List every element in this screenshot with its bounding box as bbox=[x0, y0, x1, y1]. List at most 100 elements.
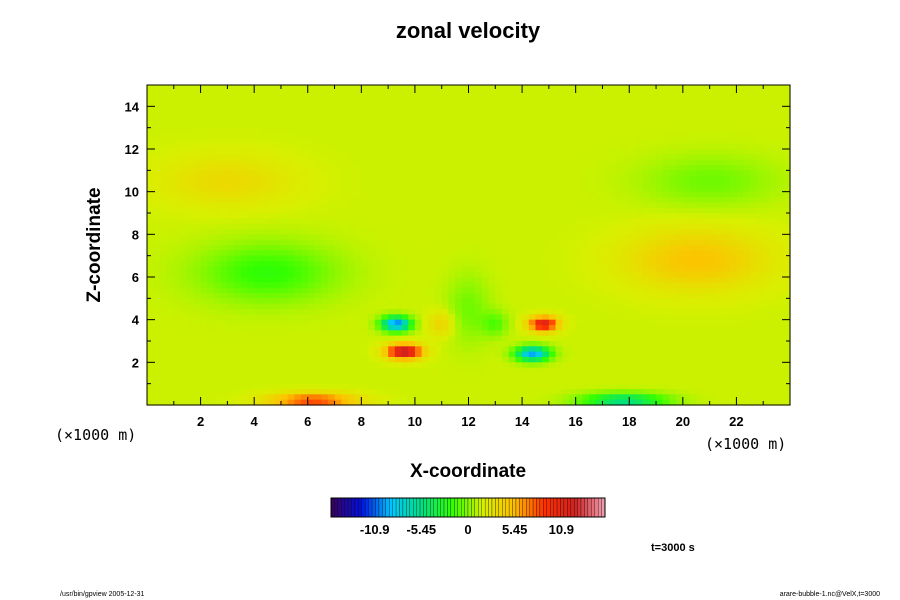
heatmap-cell bbox=[347, 346, 356, 353]
heatmap-cell bbox=[361, 101, 369, 107]
heatmap-cell bbox=[696, 330, 704, 337]
heatmap-cell bbox=[716, 186, 724, 193]
heatmap-cell bbox=[147, 341, 155, 347]
heatmap-cell bbox=[267, 303, 275, 310]
heatmap-cell bbox=[682, 186, 691, 193]
heatmap-cell bbox=[468, 298, 476, 305]
heatmap-cell bbox=[193, 90, 202, 97]
heatmap-cell bbox=[749, 149, 758, 155]
heatmap-cell bbox=[642, 261, 650, 267]
heatmap-cell bbox=[723, 154, 731, 161]
heatmap-cell bbox=[240, 149, 249, 155]
heatmap-cell bbox=[374, 223, 383, 230]
heatmap-cell bbox=[729, 218, 738, 225]
heatmap-cell bbox=[501, 181, 510, 187]
heatmap-cell bbox=[388, 239, 396, 246]
heatmap-cell bbox=[595, 341, 604, 347]
heatmap-cell bbox=[421, 271, 429, 278]
heatmap-cell bbox=[448, 282, 456, 289]
heatmap-cell bbox=[515, 293, 523, 299]
heatmap-cell bbox=[301, 293, 309, 299]
heatmap-cell bbox=[495, 213, 503, 219]
heatmap-cell bbox=[682, 223, 691, 230]
heatmap-cell bbox=[475, 170, 483, 177]
heatmap-cell bbox=[180, 95, 188, 102]
heatmap-cell bbox=[649, 266, 657, 273]
heatmap-cell bbox=[589, 346, 597, 353]
heatmap-cell bbox=[187, 277, 195, 283]
heatmap-cell bbox=[542, 85, 550, 91]
heatmap-cell bbox=[207, 207, 215, 214]
heatmap-cell bbox=[702, 287, 711, 294]
heatmap-cell bbox=[461, 314, 470, 321]
heatmap-cell bbox=[622, 223, 630, 230]
heatmap-cell bbox=[696, 309, 704, 315]
heatmap-cell bbox=[394, 229, 403, 235]
heatmap-cell bbox=[341, 175, 349, 182]
heatmap-cell bbox=[528, 85, 537, 91]
heatmap-cell bbox=[669, 234, 677, 241]
heatmap-cell bbox=[274, 223, 282, 230]
heatmap-cell bbox=[528, 154, 537, 161]
heatmap-cell bbox=[589, 250, 597, 257]
heatmap-cell bbox=[307, 271, 316, 278]
heatmap-cell bbox=[307, 85, 316, 91]
heatmap-cell bbox=[388, 218, 396, 225]
heatmap-cell bbox=[682, 191, 691, 198]
heatmap-cell bbox=[555, 202, 563, 209]
heatmap-cell bbox=[562, 250, 570, 257]
heatmap-cell bbox=[756, 191, 764, 198]
heatmap-cell bbox=[200, 303, 208, 310]
heatmap-cell bbox=[723, 186, 731, 193]
heatmap-cell bbox=[374, 122, 383, 129]
heatmap-cell bbox=[528, 351, 537, 358]
heatmap-cell bbox=[475, 229, 483, 235]
heatmap-cell bbox=[414, 287, 423, 294]
heatmap-cell bbox=[615, 255, 624, 262]
heatmap-cell bbox=[575, 127, 583, 134]
heatmap-cell bbox=[649, 149, 657, 155]
heatmap-cell bbox=[589, 277, 597, 283]
heatmap-cell bbox=[240, 357, 249, 363]
heatmap-cell bbox=[515, 197, 523, 203]
heatmap-cell bbox=[783, 346, 791, 353]
heatmap-cell bbox=[562, 346, 570, 353]
heatmap-cell bbox=[441, 101, 450, 107]
heatmap-cell bbox=[669, 197, 677, 203]
heatmap-cell bbox=[535, 117, 543, 123]
heatmap-cell bbox=[334, 293, 342, 299]
heatmap-cell bbox=[301, 159, 309, 166]
heatmap-cell bbox=[656, 186, 664, 193]
heatmap-cell bbox=[227, 181, 235, 187]
heatmap-cell bbox=[388, 197, 396, 203]
heatmap-cell bbox=[354, 197, 362, 203]
heatmap-cell bbox=[682, 95, 691, 102]
heatmap-cell bbox=[696, 282, 704, 289]
heatmap-cell bbox=[160, 165, 168, 171]
heatmap-cell bbox=[153, 191, 161, 198]
heatmap-cell bbox=[568, 197, 577, 203]
heatmap-cell bbox=[609, 229, 617, 235]
heatmap-cell bbox=[682, 127, 691, 134]
heatmap-cell bbox=[374, 325, 383, 331]
heatmap-cell bbox=[234, 213, 242, 219]
heatmap-cell bbox=[294, 223, 302, 230]
heatmap-cell bbox=[609, 282, 617, 289]
heatmap-cell bbox=[280, 149, 289, 155]
heatmap-cell bbox=[421, 346, 429, 353]
heatmap-cell bbox=[147, 229, 155, 235]
heatmap-cell bbox=[147, 218, 155, 225]
heatmap-cell bbox=[327, 106, 336, 113]
heatmap-cell bbox=[656, 271, 664, 278]
heatmap-cell bbox=[468, 245, 476, 251]
heatmap-cell bbox=[562, 351, 570, 358]
heatmap-cell bbox=[240, 218, 249, 225]
heatmap-cell bbox=[736, 186, 744, 193]
heatmap-cell bbox=[200, 101, 208, 107]
heatmap-cell bbox=[401, 245, 409, 251]
heatmap-cell bbox=[716, 298, 724, 305]
heatmap-cell bbox=[568, 330, 577, 337]
heatmap-cell bbox=[234, 138, 242, 145]
heatmap-cell bbox=[361, 309, 369, 315]
heatmap-cell bbox=[334, 202, 342, 209]
